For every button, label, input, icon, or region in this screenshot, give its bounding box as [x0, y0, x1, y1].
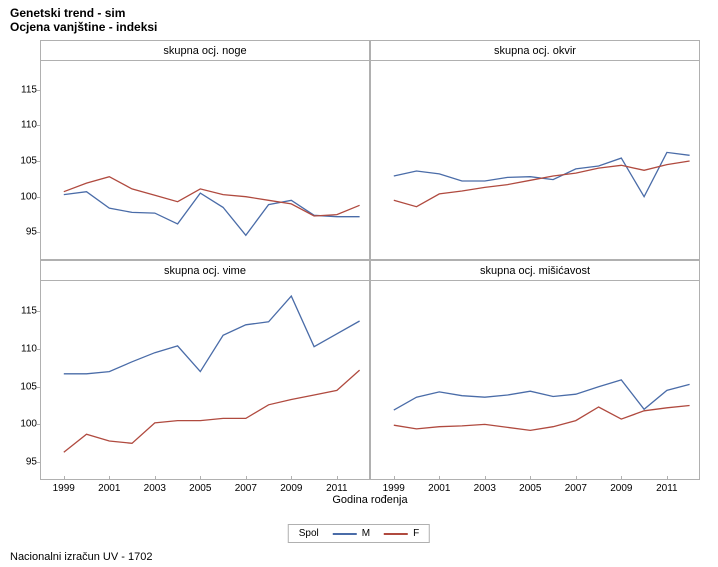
panel-svg [41, 281, 371, 481]
x-tick-label: 2005 [189, 479, 211, 494]
x-tick-label: 2001 [98, 479, 120, 494]
panel-title: skupna ocj. okvir [371, 41, 699, 61]
panel-misicavost: skupna ocj. mišićavost199920012003200520… [370, 260, 700, 480]
series-m [64, 192, 360, 236]
panel-noge: skupna ocj. noge95100105110115 [40, 40, 370, 260]
x-tick-label: 2001 [428, 479, 450, 494]
legend-title: Spol [299, 528, 319, 539]
panel-vime: skupna ocj. vime951001051101151999200120… [40, 260, 370, 480]
legend-label-m: M [362, 528, 370, 539]
legend-item-f: F [384, 528, 419, 539]
series-m [394, 152, 690, 196]
panel-title: skupna ocj. noge [41, 41, 369, 61]
plot-area: UV12 Godina rođenja skupna ocj. noge9510… [40, 40, 700, 480]
x-tick-label: 2007 [565, 479, 587, 494]
panel-body [371, 281, 701, 481]
x-tick-label: 2007 [235, 479, 257, 494]
legend-item-m: M [333, 528, 370, 539]
x-tick-label: 2009 [610, 479, 632, 494]
page-subtitle: Ocjena vanjštine - indeksi [10, 20, 708, 34]
panel-body [41, 61, 371, 261]
panel-title: skupna ocj. mišićavost [371, 261, 699, 281]
x-tick-label: 1999 [53, 479, 75, 494]
legend: Spol M F [288, 524, 430, 543]
legend-label-f: F [413, 528, 419, 539]
panel-svg [41, 61, 371, 261]
panel-body [371, 61, 701, 261]
x-tick-label: 2003 [144, 479, 166, 494]
x-axis-label: Godina rođenja [40, 494, 700, 506]
x-tick-label: 2011 [326, 479, 348, 494]
panel-svg [371, 281, 701, 481]
series-f [394, 406, 690, 431]
series-m [64, 296, 360, 374]
x-tick-label: 2009 [280, 479, 302, 494]
footer-text: Nacionalni izračun UV - 1702 [10, 551, 152, 563]
page-title: Genetski trend - sim [10, 6, 708, 20]
x-tick-label: 2011 [656, 479, 678, 494]
panel-title: skupna ocj. vime [41, 261, 369, 281]
series-f [64, 370, 360, 452]
legend-swatch-m [333, 533, 357, 535]
legend-swatch-f [384, 533, 408, 535]
series-m [394, 380, 690, 410]
panel-svg [371, 61, 701, 261]
x-tick-label: 2005 [519, 479, 541, 494]
x-tick-label: 1999 [383, 479, 405, 494]
panel-body [41, 281, 371, 481]
series-f [64, 177, 360, 216]
x-tick-label: 2003 [474, 479, 496, 494]
panel-okvir: skupna ocj. okvir [370, 40, 700, 260]
series-f [394, 161, 690, 207]
